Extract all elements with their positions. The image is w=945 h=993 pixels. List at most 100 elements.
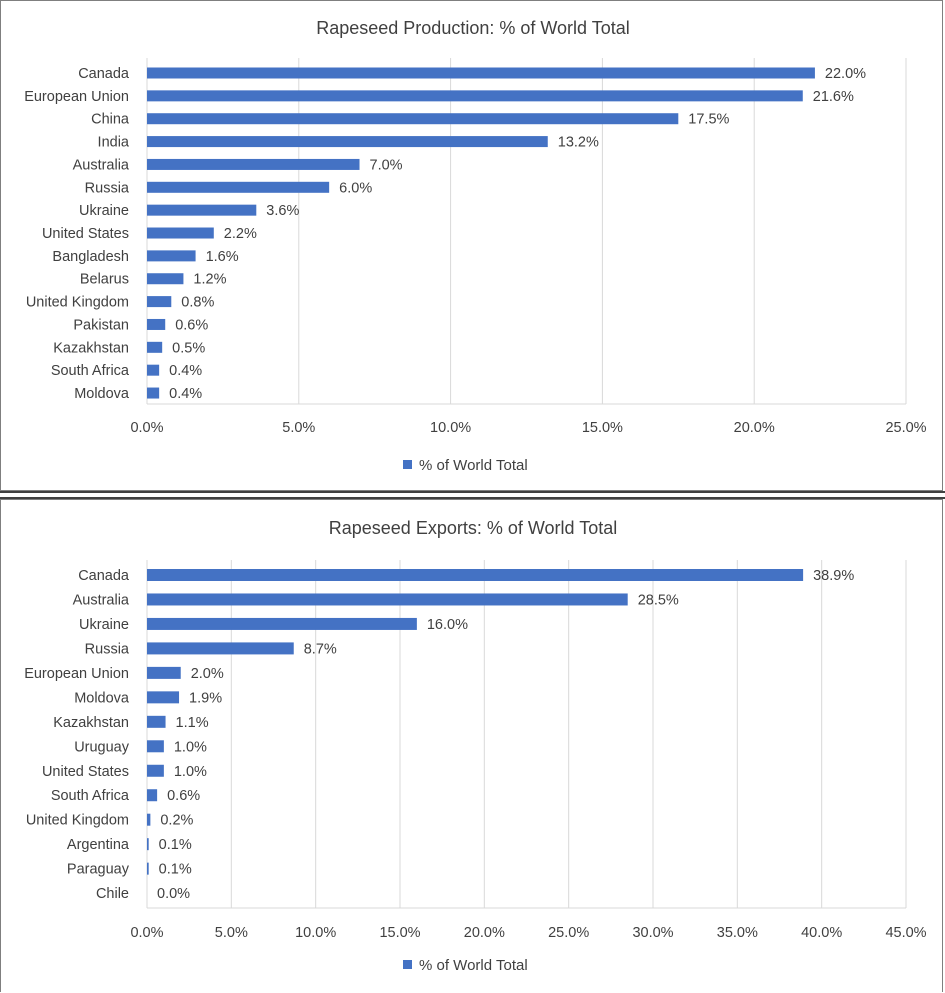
x-tick-label: 25.0% <box>885 420 926 436</box>
data-label: 2.0% <box>191 666 224 682</box>
data-label: 0.8% <box>181 295 214 311</box>
x-tick-label: 45.0% <box>885 925 926 941</box>
data-label: 0.1% <box>159 837 192 853</box>
x-tick-label: 20.0% <box>734 420 775 436</box>
category-label: Argentina <box>67 837 130 853</box>
x-tick-label: 40.0% <box>801 925 842 941</box>
bar <box>147 158 360 170</box>
data-label: 1.0% <box>174 764 207 780</box>
bar <box>147 569 804 581</box>
chart-legend: % of World Total <box>403 457 528 474</box>
bar <box>147 764 164 777</box>
bar <box>147 296 172 308</box>
x-tick-label: 30.0% <box>632 925 673 941</box>
chart-title: Rapeseed Production: % of World Total <box>316 18 630 38</box>
data-label: 0.6% <box>167 788 200 804</box>
data-label: 28.5% <box>638 592 679 608</box>
data-label: 0.1% <box>159 862 192 878</box>
data-label: 17.5% <box>688 112 729 128</box>
production-chart: Rapeseed Production: % of World Total Ca… <box>24 18 926 474</box>
bar <box>147 642 294 655</box>
legend-label: % of World Total <box>419 957 528 974</box>
bar <box>147 691 180 704</box>
legend-swatch <box>403 460 412 469</box>
category-label: United Kingdom <box>26 295 129 311</box>
production-chart-panel: Rapeseed Production: % of World Total Ca… <box>0 0 943 491</box>
bar <box>147 364 160 376</box>
category-label: Russia <box>85 180 130 196</box>
category-label: Kazakhstan <box>53 340 129 356</box>
bar <box>147 318 166 330</box>
bar <box>147 181 330 193</box>
x-tick-label: 15.0% <box>582 420 623 436</box>
bar <box>147 136 548 148</box>
category-label: South Africa <box>51 363 130 379</box>
data-label: 0.6% <box>175 317 208 333</box>
x-tick-label: 5.0% <box>282 420 315 436</box>
data-label: 1.6% <box>206 249 239 265</box>
data-label: 21.6% <box>813 89 854 105</box>
x-tick-label: 0.0% <box>130 925 163 941</box>
bar <box>147 90 803 102</box>
bar <box>147 227 214 239</box>
bar <box>147 67 815 79</box>
bar <box>147 387 160 399</box>
category-label: Kazakhstan <box>53 715 129 731</box>
category-label: Uruguay <box>74 739 130 755</box>
bar <box>147 593 628 606</box>
category-label: South Africa <box>51 788 130 804</box>
x-tick-label: 20.0% <box>464 925 505 941</box>
category-label: Russia <box>85 641 130 657</box>
data-label: 16.0% <box>427 617 468 633</box>
bar <box>147 341 163 353</box>
category-label: Bangladesh <box>52 249 129 265</box>
data-label: 1.1% <box>176 715 209 731</box>
bar <box>147 273 184 285</box>
chart-title: Rapeseed Exports: % of World Total <box>329 518 617 538</box>
data-label: 1.2% <box>193 272 226 288</box>
data-label: 0.5% <box>172 340 205 356</box>
data-label: 38.9% <box>813 568 854 584</box>
data-label: 3.6% <box>266 203 299 219</box>
data-label: 6.0% <box>339 180 372 196</box>
data-label: 0.4% <box>169 386 202 402</box>
x-tick-label: 0.0% <box>130 420 163 436</box>
bar <box>147 250 196 262</box>
category-label: India <box>98 135 130 151</box>
data-label: 8.7% <box>304 641 337 657</box>
bar <box>147 715 166 728</box>
bar <box>147 838 149 851</box>
category-label: Australia <box>73 157 130 173</box>
bar <box>147 617 417 630</box>
category-label: Belarus <box>80 272 129 288</box>
x-tick-label: 25.0% <box>548 925 589 941</box>
category-label: United States <box>42 226 129 242</box>
category-label: United States <box>42 764 129 780</box>
bar <box>147 113 679 125</box>
bar <box>147 204 257 216</box>
exports-chart-panel: Rapeseed Exports: % of World Total Canad… <box>0 499 943 992</box>
exports-chart: Rapeseed Exports: % of World Total Canad… <box>24 518 926 974</box>
x-tick-label: 35.0% <box>717 925 758 941</box>
category-label: European Union <box>24 89 129 105</box>
category-label: Paraguay <box>67 862 130 878</box>
bar <box>147 813 151 826</box>
data-label: 1.0% <box>174 739 207 755</box>
category-label: China <box>91 112 130 128</box>
category-label: Ukraine <box>79 203 129 219</box>
category-label: Chile <box>96 886 129 902</box>
x-tick-label: 10.0% <box>430 420 471 436</box>
category-label: Australia <box>73 592 130 608</box>
bar <box>147 666 181 679</box>
data-label: 0.2% <box>160 813 193 829</box>
category-label: United Kingdom <box>26 813 129 829</box>
bar <box>147 740 164 753</box>
data-label: 0.4% <box>169 363 202 379</box>
bar <box>147 789 158 802</box>
category-label: Moldova <box>74 690 130 706</box>
chart-legend: % of World Total <box>403 957 528 974</box>
category-label: Canada <box>78 568 130 584</box>
data-label: 2.2% <box>224 226 257 242</box>
data-label: 0.0% <box>157 886 190 902</box>
category-label: Ukraine <box>79 617 129 633</box>
